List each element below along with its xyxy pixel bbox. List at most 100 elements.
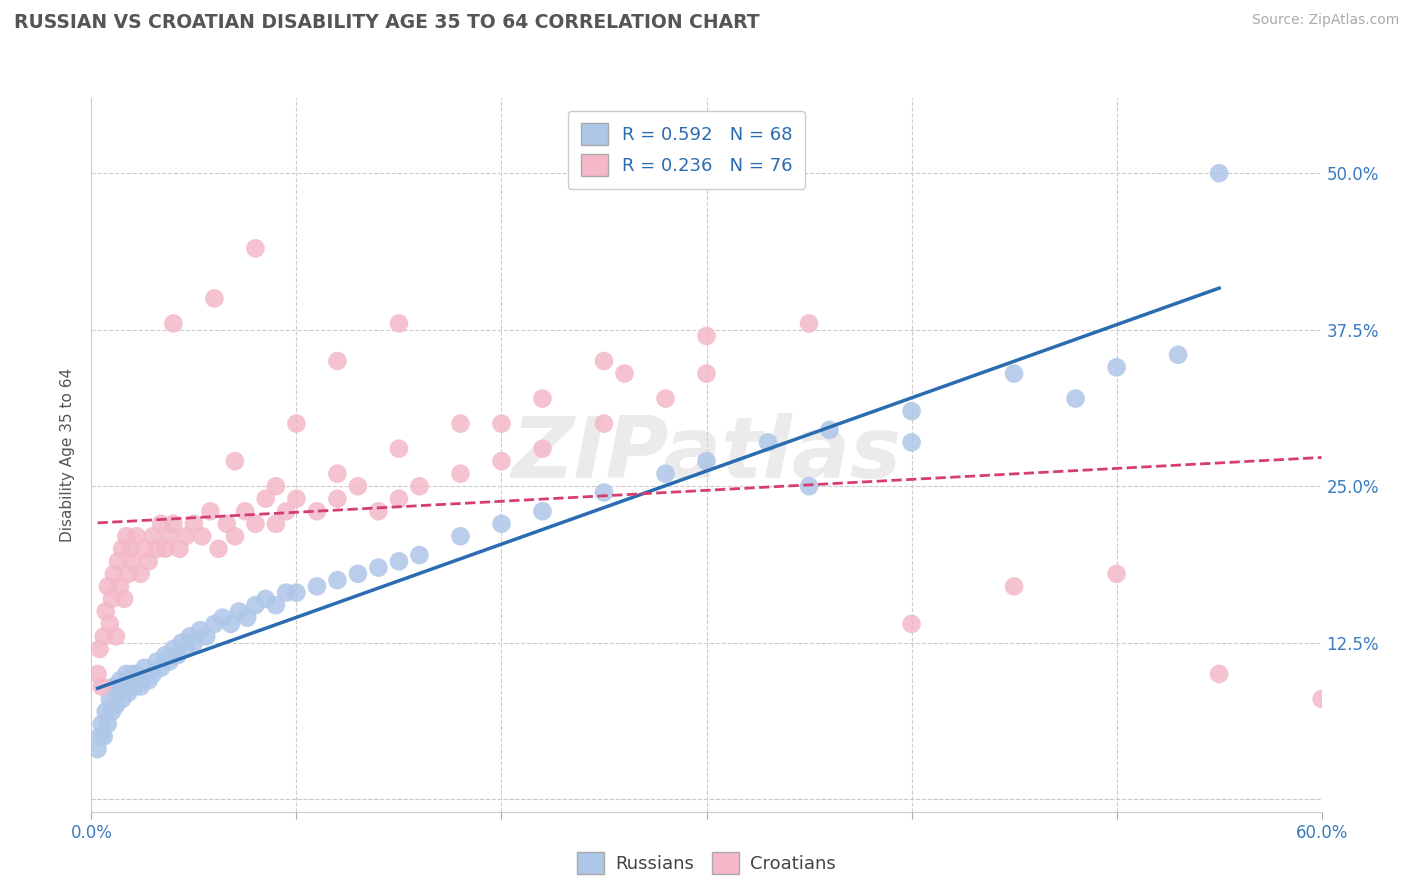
Point — [305, 579, 328, 593]
Point — [115, 667, 138, 681]
Point — [153, 541, 177, 556]
Point — [121, 667, 143, 681]
Point — [215, 516, 238, 531]
Point — [326, 354, 349, 368]
Point — [264, 598, 287, 612]
Point — [117, 566, 139, 581]
Point — [211, 610, 233, 624]
Point — [183, 636, 205, 650]
Point — [150, 516, 173, 531]
Point — [111, 692, 134, 706]
Point — [112, 680, 135, 694]
Point — [146, 655, 169, 669]
Point — [254, 591, 277, 606]
Point — [86, 742, 108, 756]
Point — [138, 673, 160, 688]
Point — [162, 516, 184, 531]
Point — [224, 454, 246, 468]
Point — [108, 673, 131, 688]
Point — [531, 504, 554, 518]
Point — [900, 404, 922, 418]
Point — [1105, 566, 1128, 581]
Point — [326, 573, 349, 587]
Point — [111, 541, 134, 556]
Point — [188, 623, 211, 637]
Point — [236, 610, 259, 624]
Point — [107, 686, 129, 700]
Point — [94, 705, 117, 719]
Point — [347, 479, 370, 493]
Point — [120, 673, 142, 688]
Point — [129, 566, 152, 581]
Point — [169, 541, 191, 556]
Point — [228, 604, 250, 618]
Point — [224, 529, 246, 543]
Point — [245, 516, 267, 531]
Point — [101, 705, 124, 719]
Point — [491, 516, 513, 531]
Point — [347, 566, 370, 581]
Point — [124, 680, 146, 694]
Text: RUSSIAN VS CROATIAN DISABILITY AGE 35 TO 64 CORRELATION CHART: RUSSIAN VS CROATIAN DISABILITY AGE 35 TO… — [14, 13, 759, 32]
Point — [150, 661, 173, 675]
Point — [305, 504, 328, 518]
Point — [285, 417, 308, 431]
Point — [408, 548, 430, 562]
Point — [191, 529, 214, 543]
Point — [90, 680, 112, 694]
Point — [98, 692, 121, 706]
Point — [125, 667, 148, 681]
Point — [202, 292, 225, 306]
Point — [170, 636, 193, 650]
Point — [900, 435, 922, 450]
Point — [900, 616, 922, 631]
Point — [98, 616, 121, 631]
Point — [613, 367, 636, 381]
Point — [593, 485, 616, 500]
Point — [1208, 166, 1230, 180]
Point — [202, 616, 225, 631]
Point — [125, 529, 148, 543]
Point — [138, 554, 160, 568]
Point — [254, 491, 277, 506]
Text: Source: ZipAtlas.com: Source: ZipAtlas.com — [1251, 13, 1399, 28]
Point — [276, 585, 298, 599]
Point — [388, 442, 411, 456]
Point — [285, 491, 308, 506]
Point — [112, 591, 135, 606]
Point — [103, 680, 125, 694]
Point — [101, 591, 124, 606]
Point — [146, 541, 169, 556]
Point — [103, 566, 125, 581]
Point — [367, 504, 389, 518]
Point — [134, 661, 156, 675]
Point — [1105, 360, 1128, 375]
Point — [233, 504, 256, 518]
Point — [449, 417, 471, 431]
Point — [107, 554, 129, 568]
Point — [695, 454, 717, 468]
Point — [120, 541, 142, 556]
Point — [97, 579, 120, 593]
Point — [531, 392, 554, 406]
Point — [695, 367, 717, 381]
Point — [179, 630, 201, 644]
Point — [86, 667, 108, 681]
Point — [219, 616, 242, 631]
Point — [756, 435, 779, 450]
Point — [108, 579, 131, 593]
Point — [654, 467, 676, 481]
Point — [97, 717, 120, 731]
Point — [1208, 667, 1230, 681]
Point — [245, 598, 267, 612]
Point — [408, 479, 430, 493]
Point — [207, 541, 229, 556]
Point — [157, 655, 180, 669]
Point — [388, 317, 411, 331]
Point — [93, 730, 115, 744]
Point — [93, 630, 115, 644]
Point — [195, 630, 218, 644]
Point — [264, 479, 287, 493]
Point — [531, 442, 554, 456]
Point — [117, 686, 139, 700]
